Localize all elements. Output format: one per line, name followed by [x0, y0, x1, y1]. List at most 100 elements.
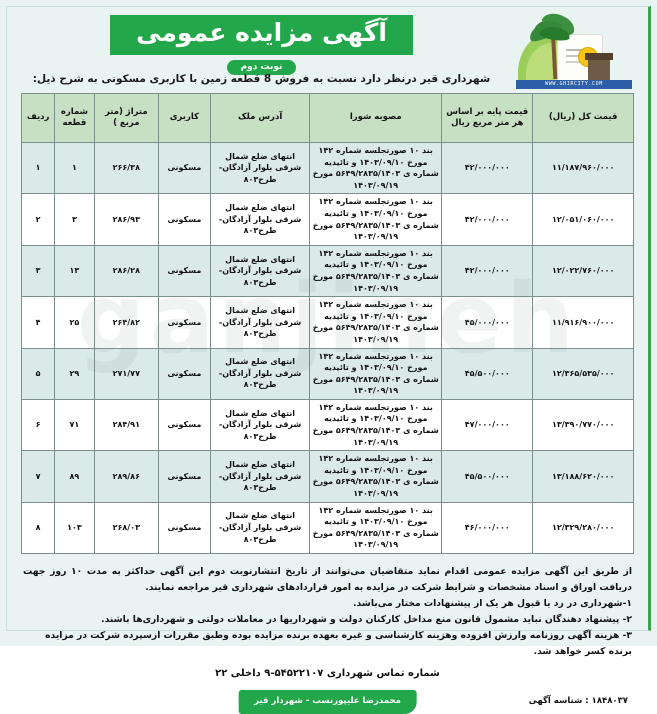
cell-total-price: ۱۲/۳۶۵/۵۳۵/۰۰۰: [532, 347, 634, 400]
table-row: ۱۳/۱۸۸/۶۲۰/۰۰۰ ۴۵/۵۰۰/۰۰۰ بند ۱۰ صورتجلس…: [20, 450, 634, 503]
cell-resolution: بند ۱۰ صورتجلسه شماره ۱۴۲ مورخ ۱۴۰۳/۰۹/۱…: [309, 193, 443, 246]
ad-id-label: ۱۸۴۸۰۳۷ : شناسه آگهی: [528, 696, 628, 707]
contact-phone: شماره تماس شهرداری ۵۴۵۲۲۱۰۷-۹ داخلی ۲۲: [215, 667, 440, 679]
table-row: ۱۲/۰۵۱/۰۶۰/۰۰۰ ۴۲/۰۰۰/۰۰۰ بند ۱۰ صورتجلس…: [20, 193, 634, 246]
municipality-logo: WWW.GHIRCITY.COM: [512, 13, 636, 91]
column-header-row-number: ردیف: [20, 93, 56, 143]
cell-row-number: ۵: [20, 347, 56, 400]
footer-paragraph: از طریق این آگهی مزایده عمومی اقدام نمای…: [23, 566, 632, 594]
table-row: ۱۲/۳۶۵/۵۳۵/۰۰۰ ۴۵/۵۰۰/۰۰۰ بند ۱۰ صورتجلس…: [20, 347, 634, 400]
cell-plot-number: ۱۰۳: [54, 501, 95, 555]
cell-area: ۲۷۱/۷۷: [93, 347, 159, 400]
cell-area: ۲۸۴/۹۱: [93, 398, 159, 452]
cell-usage: مسکونی: [157, 244, 211, 298]
cell-resolution: بند ۱۰ صورتجلسه شماره ۱۴۲ مورخ ۱۴۰۳/۰۹/۱…: [309, 141, 443, 195]
condition-item-1: ۱-شهرداری در رد یا قبول هر یک از پیشنهاد…: [352, 598, 632, 610]
footer-terms: از طریق این آگهی مزایده عمومی اقدام نمای…: [23, 564, 632, 714]
building-icon: [585, 53, 613, 81]
cell-area: ۲۸۶/۲۸: [93, 244, 159, 298]
condition-item-2: ۲- پیشنهاد دهندگان نباید مشمول قانون منع…: [101, 614, 632, 626]
column-header-address: آدرس ملک: [209, 93, 311, 143]
header: WWW.GHIRCITY.COM آگهی مزایده عمومی نوبت …: [7, 7, 648, 93]
cell-base-price: ۴۲/۰۰۰/۰۰۰: [441, 193, 534, 246]
cell-plot-number: ۲۵: [54, 296, 95, 349]
column-header-resolution: مصوبه شورا: [309, 93, 443, 143]
condition-item-3: ۳- هزینه آگهی روزنامه وارزش افزوده وهزین…: [45, 630, 632, 658]
cell-base-price: ۴۷/۰۰۰/۰۰۰: [441, 398, 534, 452]
cell-area: ۲۸۹/۸۶: [93, 450, 159, 503]
cell-total-price: ۱۳/۳۹۰/۷۷۰/۰۰۰: [532, 398, 634, 452]
cell-plot-number: ۳: [54, 193, 95, 246]
announcement-card: ganjineh WWW.GHIRCITY.COM آگهی مزایده عم…: [6, 6, 651, 714]
cell-base-price: ۴۶/۰۰۰/۰۰۰: [441, 501, 534, 555]
auction-table-body: ۱۱/۱۸۷/۹۶۰/۰۰۰ ۴۲/۰۰۰/۰۰۰ بند ۱۰ صورتجلس…: [20, 141, 634, 555]
cell-area: ۲۶۴/۸۲: [93, 296, 159, 349]
cell-usage: مسکونی: [157, 450, 211, 503]
cell-usage: مسکونی: [157, 347, 211, 400]
column-header-total-price: قیمت کل (ریال): [532, 93, 634, 143]
table-header-row: قیمت کل (ریال) قیمت پایه بر اساس هر متر …: [20, 93, 634, 143]
cell-address: انتهای ضلع شمال شرقی بلوار آزادگان-طرح۸۰…: [209, 347, 311, 400]
cell-address: انتهای ضلع شمال شرقی بلوار آزادگان-طرح۸۰…: [209, 141, 311, 195]
cell-address: انتهای ضلع شمال شرقی بلوار آزادگان-طرح۸۰…: [209, 450, 311, 503]
cell-resolution: بند ۱۰ صورتجلسه شماره ۱۴۲ مورخ ۱۴۰۳/۰۹/۱…: [309, 398, 443, 452]
title-area: آگهی مزایده عمومی نوبت دوم: [25, 15, 498, 75]
cell-row-number: ۱: [20, 141, 56, 195]
cell-resolution: بند ۱۰ صورتجلسه شماره ۱۴۲ مورخ ۱۴۰۳/۰۹/۱…: [309, 501, 443, 555]
auction-table: قیمت کل (ریال) قیمت پایه بر اساس هر متر …: [20, 93, 634, 555]
cell-usage: مسکونی: [157, 501, 211, 555]
cell-total-price: ۱۱/۱۸۷/۹۶۰/۰۰۰: [532, 141, 634, 195]
logo-website-url: WWW.GHIRCITY.COM: [516, 80, 632, 89]
cell-plot-number: ۸۹: [54, 450, 95, 503]
cell-base-price: ۴۵/۵۰۰/۰۰۰: [441, 347, 534, 400]
cell-usage: مسکونی: [157, 398, 211, 452]
cell-resolution: بند ۱۰ صورتجلسه شماره ۱۴۲ مورخ ۱۴۰۳/۰۹/۱…: [309, 450, 443, 503]
cell-area: ۲۸۶/۹۳: [93, 193, 159, 246]
table-row: ۱۳/۳۹۰/۷۷۰/۰۰۰ ۴۷/۰۰۰/۰۰۰ بند ۱۰ صورتجلس…: [20, 398, 634, 452]
column-header-area: متراژ (متر مربع ): [93, 93, 159, 143]
cell-row-number: ۲: [20, 193, 56, 246]
cell-resolution: بند ۱۰ صورتجلسه شماره ۱۴۲ مورخ ۱۴۰۳/۰۹/۱…: [309, 347, 443, 400]
cell-plot-number: ۷۱: [54, 398, 95, 452]
notice-round-badge: نوبت دوم: [226, 59, 297, 75]
intro-text: شهرداری قیر درنظر دارد نسبت به فروش 8 قط…: [32, 73, 491, 85]
cell-total-price: ۱۲/۳۲۹/۲۸۰/۰۰۰: [532, 501, 634, 555]
cell-row-number: ۴: [20, 296, 56, 349]
table-row: ۱۲/۰۲۲/۷۶۰/۰۰۰ ۴۲/۰۰۰/۰۰۰ بند ۱۰ صورتجلس…: [20, 244, 634, 298]
cell-total-price: ۱۱/۹۱۶/۹۰۰/۰۰۰: [532, 296, 634, 349]
cell-row-number: ۷: [20, 450, 56, 503]
auction-table-wrapper: قیمت کل (ریال) قیمت پایه بر اساس هر متر …: [20, 93, 634, 555]
signature-row: ۱۸۴۸۰۳۷ : شناسه آگهی محمدرضا علیپورنسب -…: [23, 690, 632, 714]
cell-resolution: بند ۱۰ صورتجلسه شماره ۱۴۲ مورخ ۱۴۰۳/۰۹/۱…: [309, 296, 443, 349]
cell-usage: مسکونی: [157, 296, 211, 349]
column-header-usage: کاربری: [157, 93, 211, 143]
signature-badge: محمدرضا علیپورنسب - شهردار قیر: [238, 690, 417, 714]
cell-total-price: ۱۲/۰۲۲/۷۶۰/۰۰۰: [532, 244, 634, 298]
cell-address: انتهای ضلع شمال شرقی بلوار آزادگان-طرح۸۰…: [209, 398, 311, 452]
cell-usage: مسکونی: [157, 141, 211, 195]
cell-area: ۲۶۸/۰۳: [93, 501, 159, 555]
cell-address: انتهای ضلع شمال شرقی بلوار آزادگان-طرح۸۰…: [209, 193, 311, 246]
cell-plot-number: ۱۳: [54, 244, 95, 298]
cell-address: انتهای ضلع شمال شرقی بلوار آزادگان-طرح۸۰…: [209, 501, 311, 555]
cell-row-number: ۶: [20, 398, 56, 452]
cell-resolution: بند ۱۰ صورتجلسه شماره ۱۴۲ مورخ ۱۴۰۳/۰۹/۱…: [309, 244, 443, 298]
cell-base-price: ۴۲/۰۰۰/۰۰۰: [441, 244, 534, 298]
cell-address: انتهای ضلع شمال شرقی بلوار آزادگان-طرح۸۰…: [209, 296, 311, 349]
cell-row-number: ۳: [20, 244, 56, 298]
cell-usage: مسکونی: [157, 193, 211, 246]
cell-row-number: ۸: [20, 501, 56, 555]
page-title: آگهی مزایده عمومی: [110, 15, 413, 55]
table-row: ۱۱/۹۱۶/۹۰۰/۰۰۰ ۴۵/۰۰۰/۰۰۰ بند ۱۰ صورتجلس…: [20, 296, 634, 349]
cell-plot-number: ۱: [54, 141, 95, 195]
cell-total-price: ۱۳/۱۸۸/۶۲۰/۰۰۰: [532, 450, 634, 503]
column-header-base-price: قیمت پایه بر اساس هر متر مربع ریال: [441, 93, 534, 143]
cell-base-price: ۴۲/۰۰۰/۰۰۰: [441, 141, 534, 195]
cell-total-price: ۱۲/۰۵۱/۰۶۰/۰۰۰: [532, 193, 634, 246]
cell-plot-number: ۲۹: [54, 347, 95, 400]
column-header-plot-number: شماره قطعه: [54, 93, 95, 143]
table-row: ۱۱/۱۸۷/۹۶۰/۰۰۰ ۴۲/۰۰۰/۰۰۰ بند ۱۰ صورتجلس…: [20, 141, 634, 195]
cell-address: انتهای ضلع شمال شرقی بلوار آزادگان-طرح۸۰…: [209, 244, 311, 298]
cell-area: ۲۶۶/۳۸: [93, 141, 159, 195]
